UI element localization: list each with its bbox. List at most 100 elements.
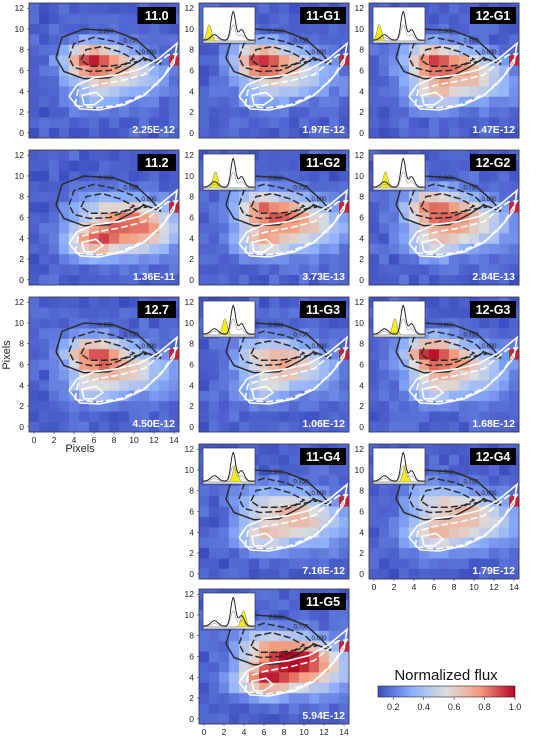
heatmap-cell [369, 117, 380, 128]
colorbar-tick-label: 0.8 [478, 702, 491, 712]
heatmap-cell [499, 264, 510, 275]
heatmap-cell [119, 390, 130, 402]
heatmap-cell [59, 75, 70, 87]
contour-level-label: 0.900 [98, 176, 114, 182]
heatmap-cell [299, 609, 310, 621]
y-axis-label: Pixels [1, 340, 13, 370]
heatmap-cell [39, 54, 50, 66]
y-tick-label: 8 [359, 192, 364, 202]
heatmap-cell [399, 75, 410, 87]
heatmap-cell [429, 75, 440, 87]
heatmap-cell [209, 348, 220, 360]
x-tick-label: 12 [149, 435, 159, 445]
heatmap-cell [249, 338, 260, 350]
heatmap-cell [269, 253, 280, 265]
heatmap-cell [59, 44, 70, 56]
heatmap-cell [479, 233, 490, 244]
heatmap-cell [129, 75, 140, 87]
heatmap-cell [139, 181, 150, 192]
heatmap-cell [39, 400, 50, 412]
heatmap-cell [459, 558, 470, 569]
heatmap-cell [289, 527, 300, 538]
heatmap-cell [29, 86, 40, 97]
heatmap-cell [479, 117, 490, 128]
heatmap-cell [239, 106, 250, 118]
inset-component-line [373, 318, 425, 335]
heatmap-cell [69, 117, 80, 128]
heatmap-cell [289, 485, 300, 497]
heatmap-cell [339, 703, 350, 714]
heatmap-cell [499, 106, 510, 118]
heatmap-cell [279, 75, 290, 87]
heatmap-cell [339, 558, 350, 569]
heatmap-cell [309, 516, 320, 528]
heatmap-cell [99, 117, 110, 128]
heatmap-cell [439, 233, 450, 244]
heatmap-cell [479, 191, 490, 203]
inset-spectrum [202, 592, 256, 630]
y-tick-label: 8 [189, 339, 194, 349]
heatmap-cell [319, 212, 330, 223]
heatmap-cell [89, 297, 100, 308]
heatmap-cell [129, 44, 140, 56]
heatmap-cell [199, 243, 210, 255]
heatmap-cell [509, 547, 520, 559]
heatmap-cell [369, 516, 380, 528]
heatmap-cell [419, 127, 430, 139]
contour-white [251, 238, 275, 253]
heatmap-cell [279, 400, 290, 412]
heatmap-cell [49, 307, 60, 319]
heatmap-cell [289, 558, 300, 569]
heatmap-cell [259, 96, 270, 108]
heatmap-cell [439, 54, 450, 66]
heatmap-cell [379, 96, 390, 108]
heatmap-cell [159, 411, 170, 422]
contour-white [414, 493, 519, 550]
heatmap-cell [369, 222, 380, 234]
heatmap-cell [219, 44, 230, 56]
heatmap-cell [109, 380, 120, 391]
heatmap-cell [39, 317, 50, 329]
heatmap-cell [219, 201, 230, 213]
heatmap-cell [409, 86, 420, 97]
colorbar-label: Normalized flux [394, 667, 498, 684]
heatmap-cell [239, 703, 250, 714]
heatmap-cell [289, 713, 300, 725]
heatmap-cell [369, 400, 380, 412]
inset-spectrum-line [202, 596, 255, 627]
heatmap-cell [169, 274, 180, 286]
heatmap-cell [29, 170, 40, 182]
heatmap-cell [59, 96, 70, 108]
heatmap-cell [229, 692, 240, 704]
heatmap-cell [489, 506, 500, 517]
heatmap-cell [249, 86, 260, 97]
heatmap-cell [129, 233, 140, 244]
heatmap-cell [329, 201, 340, 213]
panel-label: 11-G1 [306, 9, 340, 23]
heatmap-cell [289, 86, 300, 97]
heatmap-cell [69, 181, 80, 192]
heatmap-cell [219, 640, 230, 652]
heatmap-cell [59, 411, 70, 422]
contour-black [420, 192, 476, 215]
heatmap-cell [439, 359, 450, 370]
inset-gaussian-fill [202, 24, 255, 42]
y-tick-label: 10 [15, 318, 25, 328]
heatmap-cell [429, 274, 440, 286]
heatmap-cell [109, 75, 120, 87]
heatmap-cell [29, 191, 40, 203]
heatmap-cell [399, 191, 410, 203]
heatmap-cell [29, 106, 40, 118]
heatmap-cell [209, 127, 220, 139]
inset-spectrum-line [202, 304, 255, 335]
heatmap-cell [329, 661, 340, 673]
contour-white [251, 385, 275, 400]
heatmap-cell [499, 485, 510, 497]
heatmap-cell [299, 243, 310, 255]
heatmap-cell [449, 527, 460, 538]
heatmap-cell [509, 170, 520, 182]
heatmap-cell [449, 75, 460, 87]
heatmap-cell [269, 682, 280, 694]
heatmap-cell [369, 547, 380, 559]
heatmap-cell [499, 495, 510, 507]
